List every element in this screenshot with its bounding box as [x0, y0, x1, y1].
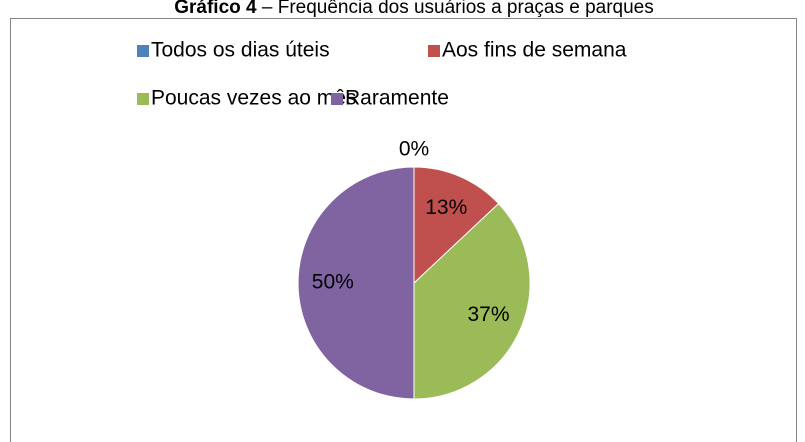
chart-title: Gráfico 4 – Frequência dos usuários a pr…: [174, 0, 654, 18]
legend-swatch: [137, 93, 149, 105]
legend-label: Poucas vezes ao mês: [151, 87, 356, 110]
legend-swatch: [331, 93, 343, 105]
legend-label: Todos os dias úteis: [151, 39, 330, 62]
title-label: Gráfico 4: [174, 0, 257, 18]
legend-label: Aos fins de semana: [442, 39, 627, 62]
legend-swatch: [137, 45, 149, 57]
pie-slice: [413, 166, 500, 285]
data-label: 13%: [425, 196, 467, 219]
data-label: 37%: [468, 303, 510, 326]
title-text: – Frequência dos usuários a praças e par…: [262, 0, 654, 18]
data-label: 0%: [399, 138, 429, 161]
pie-slice: [413, 202, 531, 400]
data-label: 50%: [312, 271, 354, 294]
legend-label: Raramente: [345, 87, 449, 110]
pie-slice: [297, 166, 415, 400]
legend-swatch: [428, 45, 440, 57]
